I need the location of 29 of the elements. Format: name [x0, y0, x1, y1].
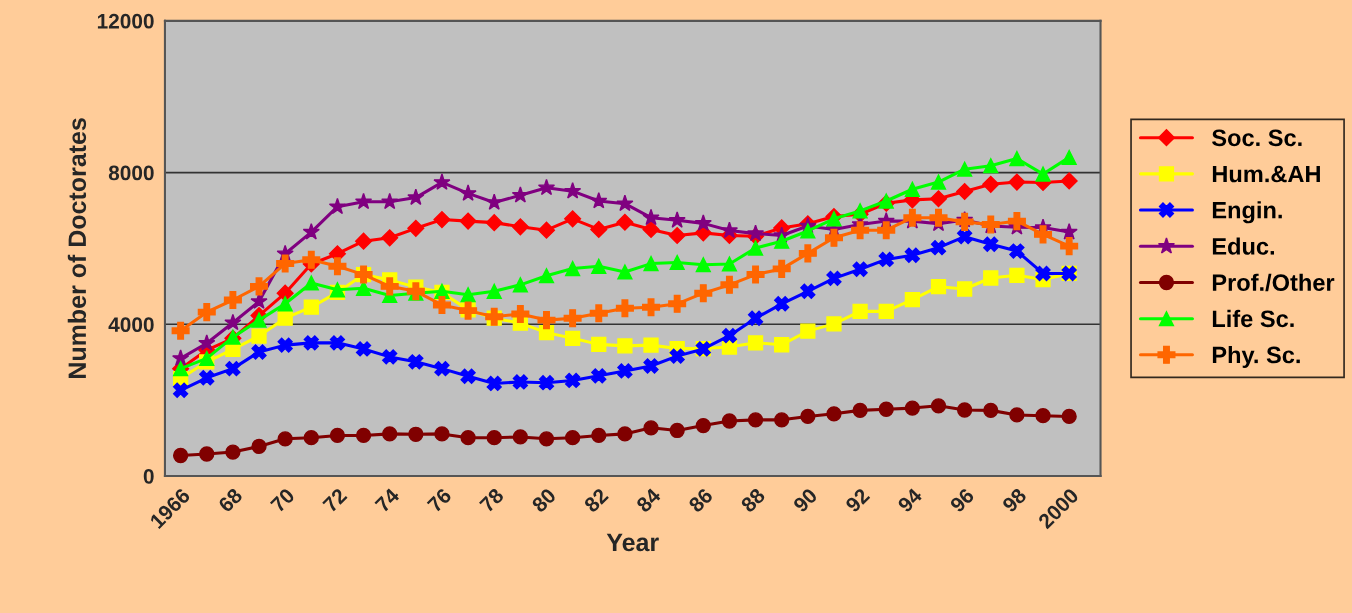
x-tick-label: 82 [583, 487, 609, 514]
y-tick-label: 12000 [97, 13, 154, 29]
x-tick-label: 84 [635, 486, 662, 514]
x-tick-label: 94 [896, 486, 924, 514]
legend-label: Phy. Sc. [1212, 345, 1300, 368]
x-tick-label: 70 [269, 487, 296, 513]
x-tick-label: 86 [687, 487, 714, 514]
y-axis-title: Number of Doctorates [67, 118, 87, 379]
x-tick-label: 98 [1001, 487, 1028, 514]
x-tick-label: 68 [217, 487, 244, 514]
y-tick-label: 4000 [108, 317, 154, 333]
x-tick-label: 74 [374, 487, 401, 513]
y-tick-label: 8000 [108, 165, 154, 181]
y-tick-label: 0 [143, 469, 154, 484]
x-tick-label: 76 [426, 487, 453, 513]
legend-label: Prof./Other [1212, 273, 1335, 292]
legend-label: Educ. [1212, 237, 1274, 255]
x-tick-label: 90 [792, 487, 819, 514]
legend-label: Soc. Sc. [1212, 129, 1302, 147]
x-tick-label: 78 [478, 487, 505, 513]
x-tick-label: 96 [949, 487, 975, 514]
legend-label: Life Sc. [1212, 309, 1294, 328]
x-axis-title: Year [606, 533, 659, 552]
x-tick-label: 88 [740, 487, 766, 514]
legend-label: Engin. [1212, 201, 1282, 224]
legend-label: Hum.&AH [1212, 165, 1320, 183]
x-tick-label: 92 [844, 487, 871, 514]
x-tick-label: 80 [530, 487, 557, 514]
x-tick-label: 72 [322, 487, 348, 513]
